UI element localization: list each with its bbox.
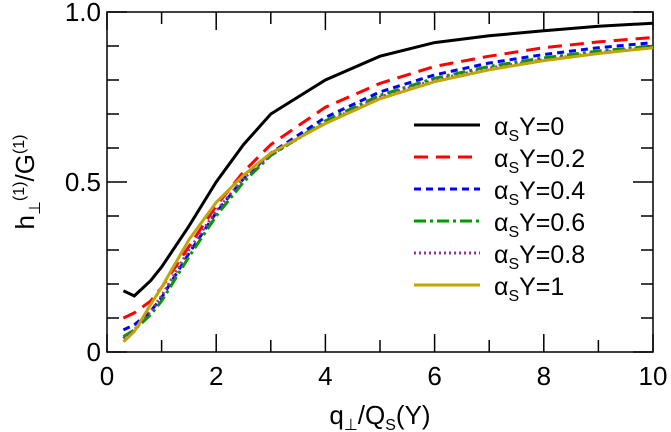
x-tick-label: 10 — [639, 361, 668, 391]
x-tick-label: 6 — [427, 361, 441, 391]
y-axis-label: h⊥(1)/G(1) — [10, 135, 44, 230]
y-tick-label: 1.0 — [65, 0, 101, 27]
series-line — [122, 21, 654, 298]
x-tick-label: 4 — [318, 361, 332, 391]
legend-label: αSY=0.6 — [494, 209, 585, 241]
y-tick-label: 0 — [87, 337, 101, 367]
legend-label: αSY=0.8 — [494, 241, 585, 273]
x-axis-label: q⊥/QS(Y) — [329, 400, 430, 432]
legend-label: αSY=0.2 — [494, 145, 585, 177]
x-tick-label: 2 — [209, 361, 223, 391]
series-line — [122, 46, 654, 343]
y-tick-label: 0.5 — [65, 167, 101, 197]
legend-label: αSY=0.4 — [494, 177, 585, 209]
series-line — [122, 36, 654, 320]
x-tick-label: 8 — [537, 361, 551, 391]
legend-label: αSY=1 — [494, 273, 564, 305]
legend-label: αSY=0 — [494, 113, 564, 145]
x-tick-label: 0 — [100, 361, 114, 391]
